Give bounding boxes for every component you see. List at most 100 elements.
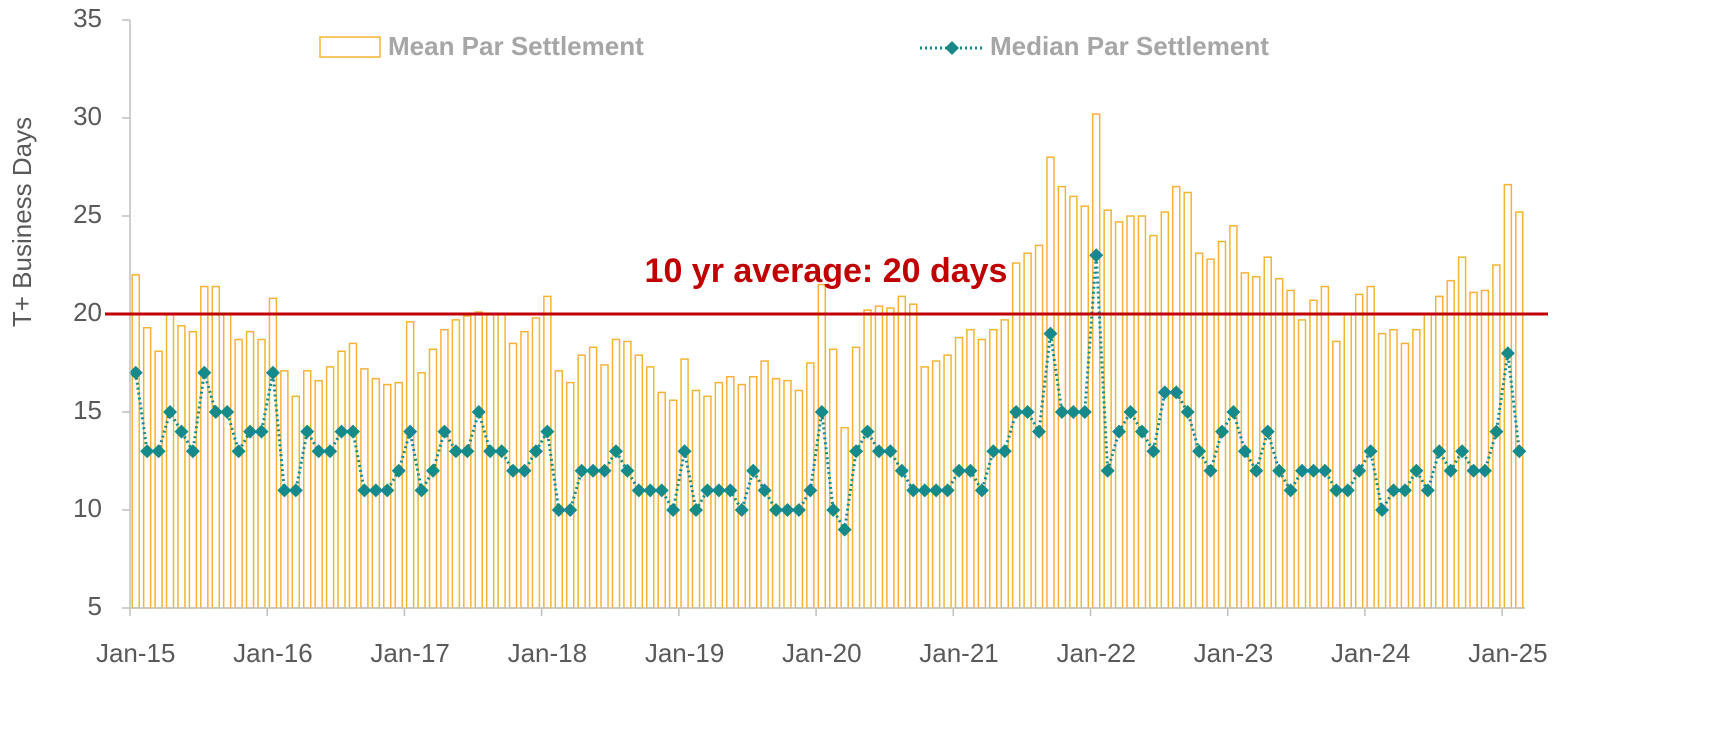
marker [1295, 463, 1310, 478]
bar [1400, 342, 1410, 609]
y-axis-title: T+ Business Days [7, 117, 37, 327]
marker [540, 424, 555, 439]
x-tick-label: Jan-17 [370, 638, 450, 668]
marker [1146, 444, 1161, 459]
bar [1343, 313, 1353, 609]
bar [1114, 221, 1124, 609]
bar [611, 338, 621, 609]
marker [803, 483, 818, 498]
bar [1354, 293, 1364, 609]
bar [211, 285, 221, 609]
bar [1423, 313, 1433, 609]
marker [208, 405, 223, 419]
marker [1306, 463, 1321, 478]
marker [517, 463, 532, 478]
marker [1443, 463, 1458, 478]
bar [1103, 209, 1112, 609]
marker [1466, 463, 1481, 478]
bar [748, 375, 758, 609]
marker [586, 463, 601, 478]
bar [463, 315, 472, 609]
marker [448, 444, 463, 459]
marker [1032, 424, 1047, 439]
marker [334, 424, 349, 439]
marker [711, 483, 726, 498]
marker [1214, 424, 1229, 439]
x-tick-label: Jan-22 [1056, 638, 1136, 668]
bar [977, 338, 987, 609]
marker [620, 463, 635, 478]
bar [1194, 252, 1204, 609]
bar [177, 325, 186, 609]
marker [997, 444, 1012, 459]
marker [403, 424, 418, 439]
bar [234, 338, 243, 609]
marker [323, 444, 338, 459]
marker [1020, 405, 1035, 419]
bar [1183, 191, 1192, 609]
marker [1272, 463, 1287, 478]
marker [608, 444, 623, 459]
marker [1226, 405, 1241, 419]
bar [1000, 319, 1009, 609]
bar [1023, 252, 1032, 609]
bar [257, 338, 266, 609]
bar [1206, 258, 1215, 609]
bar [291, 395, 301, 609]
marker [1363, 444, 1378, 459]
bar [142, 326, 152, 609]
marker [1477, 463, 1492, 478]
marker [380, 483, 395, 498]
marker [1054, 405, 1069, 419]
legend-swatch [319, 36, 381, 58]
bar [565, 381, 575, 609]
marker [1123, 405, 1138, 419]
marker [986, 444, 1001, 459]
bar [691, 389, 701, 609]
x-tick-label: Jan-24 [1331, 638, 1411, 668]
marker [1077, 405, 1092, 419]
marker [1397, 483, 1412, 498]
marker [677, 444, 692, 459]
marker [666, 503, 681, 517]
bar [131, 274, 140, 609]
marker [368, 483, 383, 498]
y-tick-label: 20 [73, 297, 102, 327]
marker [1112, 424, 1127, 439]
marker [1409, 463, 1424, 478]
marker [197, 365, 212, 380]
bar [268, 297, 278, 609]
marker [528, 444, 543, 459]
bar [1457, 256, 1467, 609]
marker [426, 463, 441, 478]
marker [929, 483, 944, 498]
bar [394, 381, 403, 609]
marker [1157, 385, 1172, 400]
bar [1503, 183, 1513, 609]
marker [1420, 483, 1435, 498]
marker [243, 424, 258, 439]
marker [1249, 463, 1264, 478]
legend-label: Mean Par Settlement [388, 31, 644, 61]
legend-label: Median Par Settlement [990, 31, 1269, 61]
marker [1180, 405, 1195, 419]
marker [746, 463, 761, 478]
bar [1137, 215, 1147, 609]
bar [634, 354, 644, 609]
marker [860, 424, 875, 439]
bar [531, 317, 541, 609]
bar [794, 389, 804, 609]
marker [1512, 444, 1527, 459]
marker [826, 503, 841, 517]
bar [302, 370, 312, 609]
bar [451, 319, 461, 609]
marker [849, 444, 864, 459]
marker [940, 483, 955, 498]
marker [1375, 503, 1390, 517]
bar [771, 377, 781, 609]
marker [1432, 444, 1447, 459]
x-tick-label: Jan-25 [1468, 638, 1548, 668]
bar [1389, 328, 1398, 609]
marker [1169, 385, 1184, 400]
marker [769, 503, 784, 517]
